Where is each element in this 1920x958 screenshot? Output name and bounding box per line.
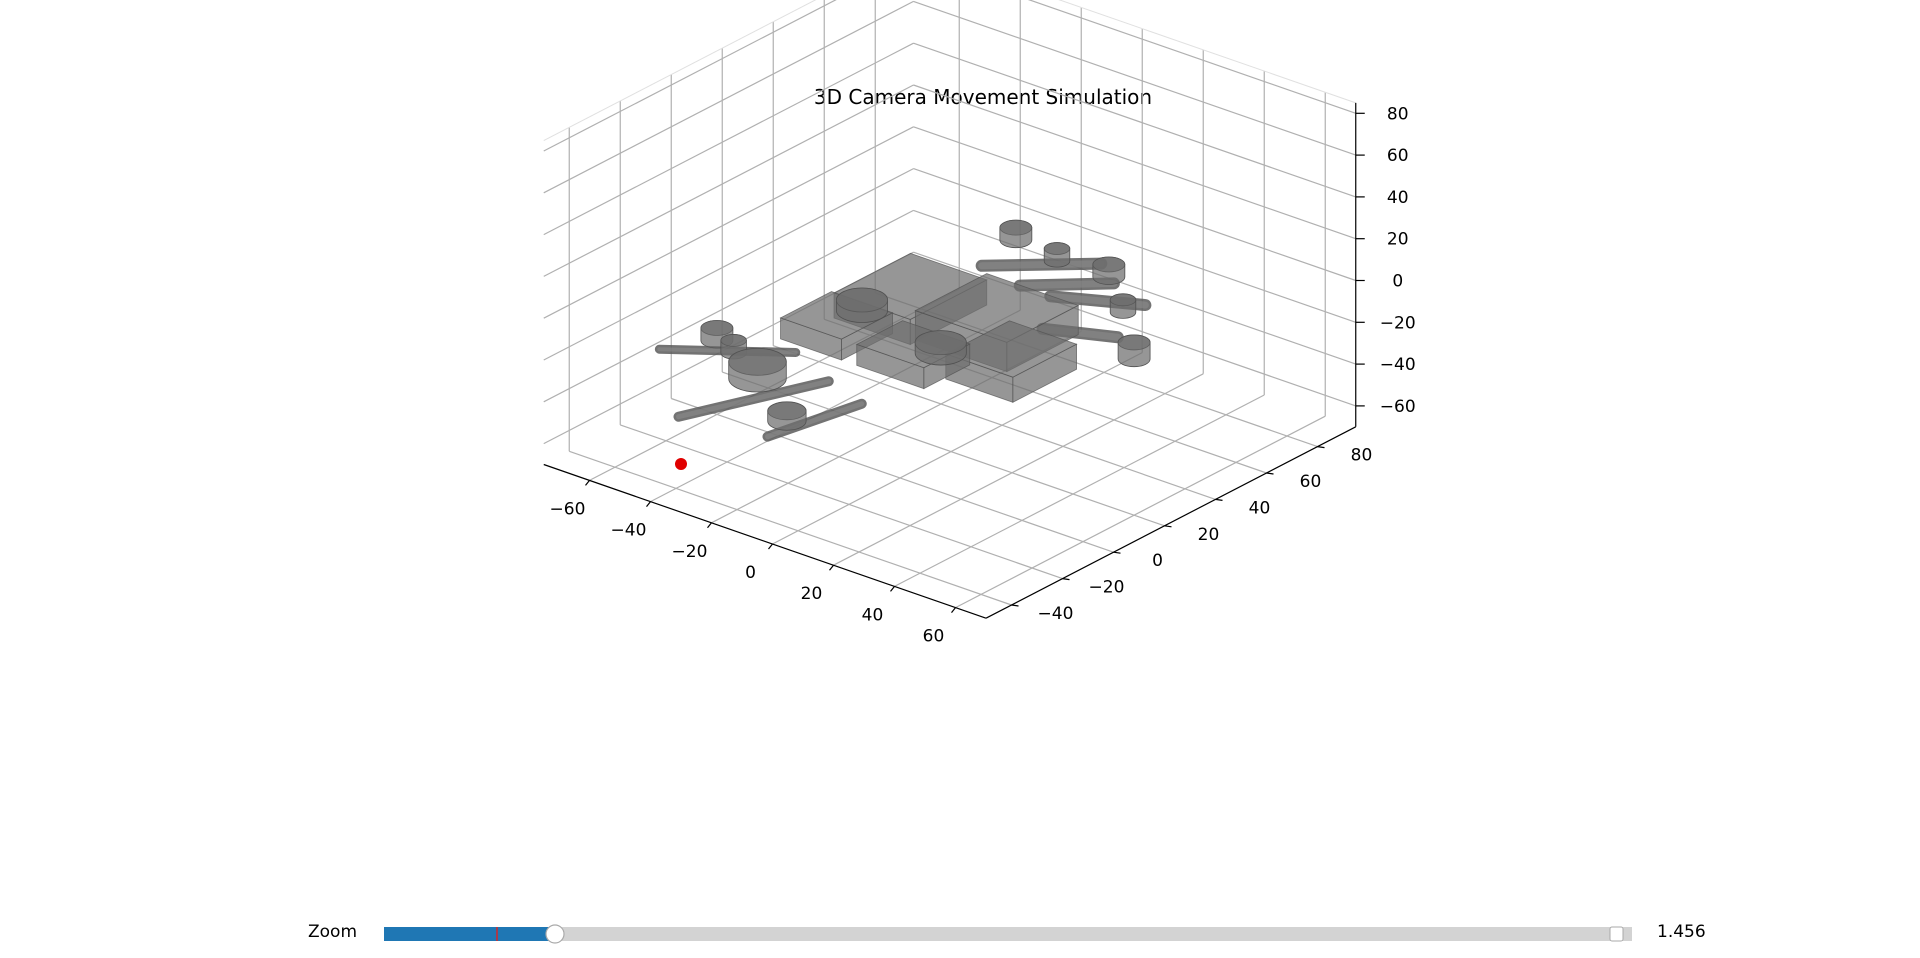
z-axis-ticks: −60 −40 −20 0 20 40 60 80	[1355, 104, 1416, 417]
motor-pod-5	[1117, 334, 1151, 368]
x-tick-label: 0	[745, 563, 756, 583]
z-tick-label: 40	[1387, 188, 1409, 208]
arm-front-right	[762, 398, 867, 442]
back-wall-grid-z	[913, 42, 1356, 198]
left-wall-grid-z	[543, 0, 837, 152]
floor-grid-line-y	[620, 424, 1063, 580]
y-tick-label: 40	[1249, 498, 1271, 518]
y-tick-mark	[1317, 446, 1325, 449]
pane-edge	[1058, 0, 1356, 104]
floor-grid-line-x	[833, 373, 1204, 566]
left-wall-grid-z	[543, 126, 914, 319]
y-tick-label: 20	[1198, 525, 1220, 545]
motor-pod-3	[1092, 256, 1126, 285]
x-tick-label: −40	[611, 521, 647, 541]
left-wall-grid-z	[543, 84, 914, 277]
y-tick-mark	[1164, 525, 1172, 528]
x-axis-line	[543, 463, 987, 619]
x-tick-mark	[829, 564, 834, 571]
pane-edge	[543, 0, 817, 141]
floor-grid-line-x	[894, 394, 1265, 587]
arm-far-mid	[1013, 277, 1120, 292]
y-tick-label: 80	[1351, 446, 1373, 466]
floor-grid-line-y	[569, 450, 1012, 606]
motor-pod-1	[999, 219, 1033, 249]
back-wall-grid-z	[913, 126, 1356, 282]
motor-pod-front-3	[767, 401, 807, 431]
x-tick-mark	[585, 480, 590, 486]
x-tick-mark	[646, 501, 651, 507]
z-tick-label: 60	[1387, 146, 1409, 166]
left-wall-grid-z	[543, 42, 914, 236]
z-tick-label: 0	[1392, 272, 1403, 292]
zoom-slider-max-handle[interactable]	[1609, 926, 1624, 942]
camera-position-marker	[675, 458, 687, 470]
floor-grid-line-x	[955, 415, 1326, 609]
grid-lines	[543, 0, 1356, 609]
floor-grid-line-y	[671, 397, 1114, 553]
y-axis-line	[985, 426, 1357, 619]
x-tick-label: 20	[801, 584, 823, 604]
y-axis-ticks: −40 −20 0 20 40 60 80	[1011, 446, 1373, 624]
back-wall-grid-z	[913, 84, 1356, 240]
y-tick-mark	[1062, 578, 1070, 581]
motor-pod-4	[1109, 293, 1137, 319]
x-tick-label: −20	[672, 542, 708, 562]
y-tick-mark	[1215, 498, 1223, 501]
z-tick-label: −60	[1380, 397, 1416, 417]
back-wall-grid-z	[913, 168, 1356, 323]
y-tick-mark	[1011, 604, 1019, 607]
floor-grid-line-y	[722, 371, 1165, 527]
arm-far-left	[975, 257, 1108, 272]
z-tick-label: −20	[1380, 313, 1416, 333]
axis-lines	[543, 102, 1357, 619]
x-tick-mark	[890, 586, 895, 592]
y-tick-mark	[1113, 551, 1121, 554]
y-tick-label: −40	[1038, 604, 1074, 624]
left-wall-grid-z	[543, 209, 914, 403]
x-tick-mark	[707, 522, 712, 529]
x-tick-mark	[951, 607, 956, 613]
motor-pod-front-4	[728, 347, 787, 393]
left-wall-grid-z	[543, 168, 914, 361]
drone-model-mesh	[654, 219, 1152, 442]
zoom-slider-value: 1.456	[1657, 922, 1706, 942]
x-tick-label: 40	[862, 605, 884, 625]
arm-front-mid	[673, 376, 834, 422]
zoom-slider-handle[interactable]	[545, 924, 565, 944]
y-tick-mark	[1266, 472, 1274, 475]
y-tick-label: 0	[1152, 551, 1163, 571]
z-tick-label: 80	[1387, 104, 1409, 124]
zoom-slider-label: Zoom	[308, 922, 358, 942]
y-tick-label: −20	[1089, 578, 1125, 598]
body-dome-left	[836, 287, 889, 323]
z-tick-label: 20	[1387, 230, 1409, 250]
back-wall-grid-z	[1027, 0, 1356, 114]
left-wall-grid-z	[543, 0, 914, 194]
back-wall-grid-z	[913, 0, 1356, 156]
floor-grid-line-x	[772, 352, 1143, 545]
zoom-slider-fill	[384, 927, 555, 941]
x-axis-ticks: −60 −40 −20 0 20 40 60	[550, 480, 956, 647]
floor-grid-line-y	[773, 345, 1216, 500]
plot-title: 3D Camera Movement Simulation	[814, 85, 1152, 109]
zoom-slider-track[interactable]	[384, 927, 1632, 941]
motor-pod-2	[1043, 242, 1071, 268]
z-tick-label: −40	[1380, 355, 1416, 375]
x-tick-label: 60	[923, 627, 945, 647]
x-tick-mark	[768, 543, 773, 550]
body-dome-right	[914, 330, 967, 366]
y-tick-label: 60	[1300, 472, 1322, 492]
x-tick-label: −60	[550, 499, 586, 519]
zoom-slider[interactable]	[384, 924, 1632, 944]
back-wall-grid-z	[913, 209, 1356, 365]
